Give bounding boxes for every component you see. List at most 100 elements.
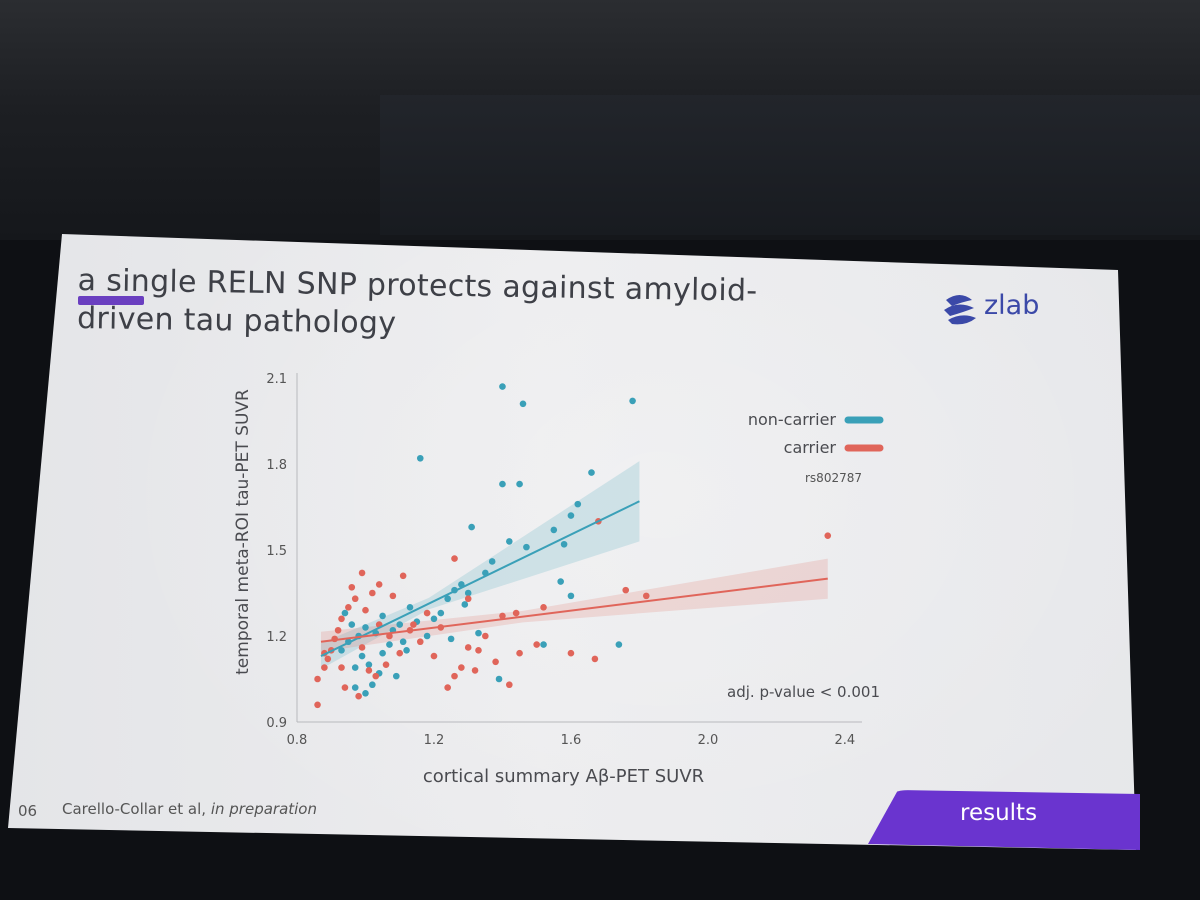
data-point-non-carrier <box>557 578 564 585</box>
citation-authors: Carello-Collar et al, <box>62 800 211 818</box>
data-point-non-carrier <box>403 647 410 654</box>
y-tick-label: 0.9 <box>266 716 287 731</box>
x-axis-label: cortical summary Aβ-PET SUVR <box>423 766 704 787</box>
regression-lines <box>320 500 828 657</box>
legend-subtitle: rs802787 <box>805 471 862 485</box>
data-point-carrier <box>314 701 321 709</box>
data-point-non-carrier <box>499 480 506 488</box>
citation: Carello-Collar et al, in preparation <box>62 800 317 818</box>
data-point-carrier <box>324 655 332 663</box>
data-point-non-carrier <box>416 454 424 462</box>
data-point-carrier <box>372 672 380 680</box>
data-point-carrier <box>321 664 328 671</box>
y-tick-label: 1.2 <box>266 630 287 645</box>
data-point-carrier <box>338 664 345 671</box>
data-point-non-carrier <box>358 652 366 660</box>
y-tick-label: 1.8 <box>266 458 287 473</box>
data-point-non-carrier <box>588 469 595 476</box>
data-point-non-carrier <box>365 661 373 668</box>
data-point-carrier <box>375 581 383 588</box>
data-point-non-carrier <box>369 681 376 689</box>
data-point-non-carrier <box>351 664 359 671</box>
x-tick-label: 1.2 <box>424 733 445 748</box>
data-point-non-carrier <box>495 675 503 683</box>
data-point-non-carrier <box>615 641 623 648</box>
data-point-carrier <box>358 569 366 577</box>
data-point-non-carrier <box>406 604 414 611</box>
data-point-non-carrier <box>362 690 369 697</box>
data-point-carrier <box>451 672 458 680</box>
data-point-non-carrier <box>574 500 582 508</box>
data-point-carrier <box>444 684 451 691</box>
data-point-carrier <box>382 661 390 668</box>
data-point-carrier <box>389 592 397 600</box>
data-point-carrier <box>369 589 376 597</box>
regression-line-non-carrier <box>320 500 640 657</box>
data-point-carrier <box>516 649 523 657</box>
data-point-carrier <box>482 632 489 640</box>
data-point-carrier <box>464 644 472 651</box>
p-value-annotation: adj. p-value < 0.001 <box>727 683 880 701</box>
zlab-logo-icon <box>944 295 976 325</box>
data-point-carrier <box>567 649 575 657</box>
data-point-carrier <box>423 609 431 617</box>
data-point-non-carrier <box>567 592 575 600</box>
y-axis-label: temporal meta-ROI tau-PET SUVR <box>233 389 253 675</box>
chart-axes <box>296 373 862 723</box>
data-point-non-carrier <box>499 383 506 390</box>
data-point-non-carrier <box>379 649 386 657</box>
data-point-non-carrier <box>393 672 400 680</box>
data-point-carrier <box>351 595 359 603</box>
data-point-carrier <box>492 658 499 666</box>
data-point-carrier <box>458 664 465 671</box>
data-point-carrier <box>410 621 417 628</box>
data-point-non-carrier <box>341 609 349 617</box>
data-point-non-carrier <box>399 638 407 646</box>
data-point-carrier <box>399 572 407 580</box>
data-point-non-carrier <box>475 629 482 637</box>
data-point-non-carrier <box>351 684 359 691</box>
data-point-non-carrier <box>348 621 356 628</box>
data-point-carrier <box>512 609 520 617</box>
x-tick-label: 2.0 <box>698 733 719 748</box>
data-point-non-carrier <box>447 635 455 643</box>
data-point-carrier <box>451 555 458 562</box>
legend-label-non-carrier: non-carrier <box>748 410 837 429</box>
data-point-carrier <box>533 641 540 648</box>
data-point-carrier <box>622 586 630 594</box>
confidence-bands <box>320 461 828 669</box>
citation-status: in preparation <box>210 800 317 818</box>
data-point-non-carrier <box>437 609 445 617</box>
data-point-carrier <box>591 655 599 663</box>
data-point-carrier <box>430 652 438 660</box>
data-point-non-carrier <box>444 595 451 603</box>
data-point-non-carrier <box>386 641 393 648</box>
data-point-carrier <box>464 595 472 603</box>
data-point-non-carrier <box>516 480 523 488</box>
data-points <box>314 383 832 709</box>
data-point-non-carrier <box>362 624 369 631</box>
data-point-non-carrier <box>430 615 438 623</box>
data-point-carrier <box>416 638 424 646</box>
data-point-carrier <box>338 615 345 623</box>
zlab-logo: zlab <box>940 290 1060 330</box>
data-point-non-carrier <box>379 612 386 620</box>
legend-label-carrier: carrier <box>784 438 837 457</box>
section-tab-label: results <box>960 800 1038 826</box>
regression-line-carrier <box>320 577 828 643</box>
data-point-non-carrier <box>629 397 636 405</box>
data-point-non-carrier <box>519 400 527 408</box>
data-point-non-carrier <box>550 526 558 534</box>
data-point-non-carrier <box>396 621 404 628</box>
y-tick-label: 1.5 <box>266 544 287 559</box>
data-point-non-carrier <box>338 647 345 654</box>
data-point-carrier <box>475 647 482 654</box>
data-point-non-carrier <box>506 538 513 545</box>
data-point-carrier <box>348 583 356 591</box>
data-point-carrier <box>362 606 369 614</box>
data-point-non-carrier <box>523 543 530 551</box>
zlab-logo-text: zlab <box>984 290 1040 321</box>
data-point-non-carrier <box>567 512 575 519</box>
data-point-carrier <box>540 604 547 611</box>
